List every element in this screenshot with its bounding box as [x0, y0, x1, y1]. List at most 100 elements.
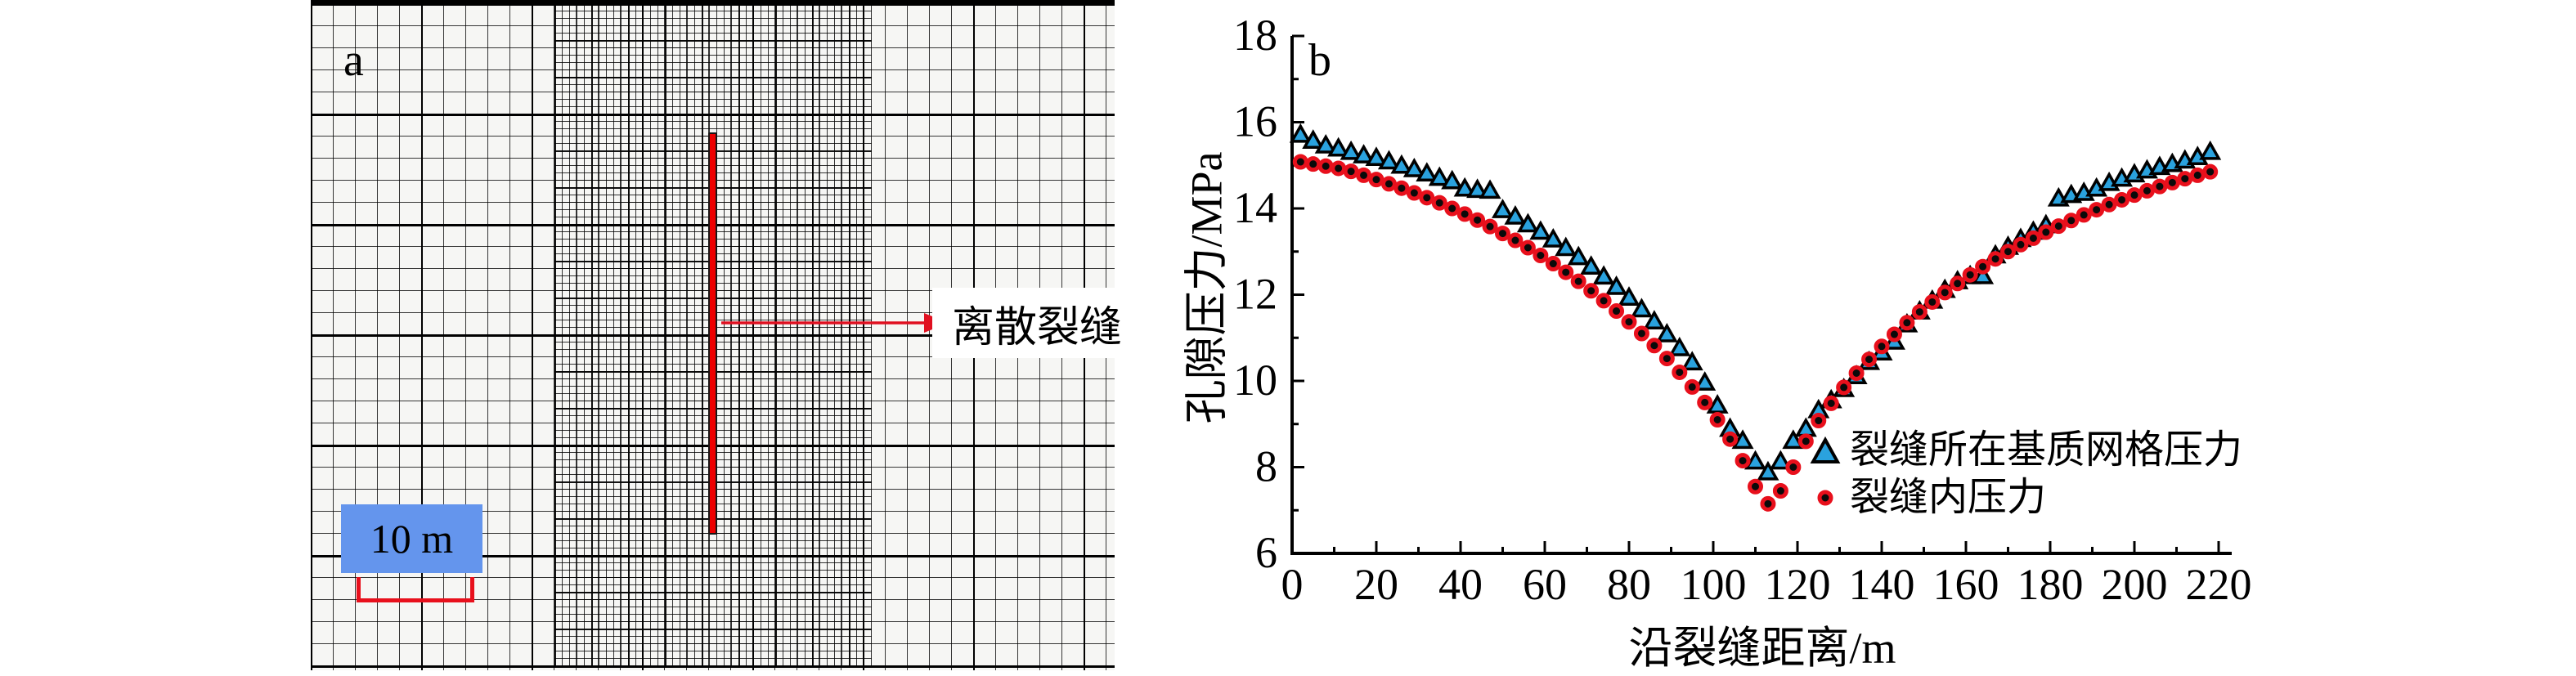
x-tick-label: 0 — [1281, 560, 1304, 609]
fracture-pressure-point — [1558, 264, 1574, 280]
fracture-line — [708, 132, 717, 535]
fracture-pressure-point — [1621, 314, 1637, 330]
fracture-pressure-point — [1861, 351, 1878, 368]
matrix-pressure-point — [1744, 450, 1767, 470]
fracture-pressure-point — [2202, 163, 2219, 180]
fracture-pressure-point — [2025, 230, 2041, 246]
x-tick-label: 20 — [1354, 560, 1398, 609]
fracture-label: 离散裂缝 — [952, 304, 1123, 351]
matrix-pressure-point — [1555, 236, 1577, 257]
matrix-pressure-point — [1655, 323, 1678, 342]
x-tick-label: 180 — [2017, 560, 2084, 609]
y-tick-label: 12 — [1233, 270, 1277, 319]
fracture-pressure-point — [2189, 167, 2206, 183]
x-tick-label: 60 — [1523, 560, 1567, 609]
fracture-pressure-point — [1735, 453, 1751, 469]
fracture-pressure-point — [1836, 379, 1852, 396]
matrix-pressure-point — [1618, 286, 1640, 306]
matrix-pressure-point — [2199, 140, 2222, 160]
matrix-pressure-point — [1529, 220, 1552, 240]
fracture-pressure-point — [2101, 196, 2117, 213]
matrix-pressure-point — [1390, 154, 1413, 174]
fracture-pressure-point — [2138, 182, 2155, 199]
matrix-pressure-point — [1592, 265, 1615, 285]
x-tick-label: 140 — [1849, 560, 1915, 609]
fracture-pressure-point — [2177, 171, 2193, 187]
y-tick-label: 16 — [1233, 97, 1277, 146]
matrix-pressure-point — [1972, 264, 1995, 284]
fracture-pressure-point — [1456, 206, 1473, 222]
fracture-pressure-point — [1533, 247, 1549, 263]
matrix-pressure-point — [1504, 205, 1527, 225]
matrix-pressure-point — [1466, 178, 1489, 199]
legend-label-fracture: 裂缝内压力 — [1850, 476, 2047, 519]
matrix-pressure-point — [1479, 179, 1501, 199]
x-tick-label: 200 — [2102, 560, 2168, 609]
fracture-pressure-point — [2038, 224, 2054, 240]
matrix-pressure-point — [1630, 298, 1653, 318]
fracture-pressure-point — [1368, 172, 1384, 188]
matrix-pressure-point — [1402, 157, 1425, 177]
fracture-pressure-point — [1886, 326, 1902, 342]
legend-item-matrix: 裂缝所在基质网格压力 — [1809, 427, 2242, 474]
scale-bracket — [357, 577, 474, 602]
fracture-pressure-point — [1823, 395, 1839, 411]
matrix-pressure-point — [1289, 123, 1312, 143]
matrix-pressure-point — [1453, 177, 1476, 197]
matrix-pressure-point — [1340, 140, 1362, 160]
fracture-pressure-point — [1317, 158, 1334, 174]
fracture-pressure-point — [1811, 413, 1827, 429]
scale-label: 10 m — [370, 516, 454, 562]
panel-a-label: a — [343, 35, 364, 86]
fracture-pressure-point — [2164, 174, 2180, 190]
x-tick-label: 40 — [1438, 560, 1483, 609]
fracture-pressure-point — [1609, 303, 1625, 320]
fracture-pressure-point — [1356, 167, 1372, 183]
fracture-pressure-point — [1292, 154, 1308, 170]
fracture-pressure-point — [1406, 185, 1422, 201]
matrix-pressure-point — [1668, 336, 1691, 356]
fracture-pressure-point — [1583, 283, 1600, 299]
fracture-pressure-point — [1331, 160, 1347, 177]
fracture-pressure-point — [1482, 218, 1498, 235]
matrix-pressure-point — [1782, 429, 1805, 450]
x-tick-label: 220 — [2186, 560, 2252, 609]
fracture-pressure-point — [1343, 163, 1359, 180]
fracture-pressure-point — [1305, 156, 1322, 172]
matrix-pressure-point — [1516, 213, 1539, 233]
fracture-pressure-point — [2013, 236, 2029, 253]
fracture-pressure-point — [1936, 284, 1953, 301]
fracture-pressure-point — [1595, 293, 1612, 309]
fracture-pressure-point — [1975, 258, 1991, 275]
y-tick-label: 18 — [1233, 11, 1277, 60]
legend: 裂缝所在基质网格压力 裂缝内压力 — [1809, 427, 2242, 522]
fracture-pressure-point — [1722, 431, 1739, 447]
y-tick-label: 6 — [1255, 528, 1277, 577]
circle-marker-icon — [1817, 490, 1833, 506]
fracture-pressure-point — [1962, 266, 1978, 283]
fracture-pressure-point — [2063, 213, 2080, 229]
fracture-pressure-point — [1924, 293, 1941, 310]
fracture-pressure-point — [1658, 351, 1675, 367]
matrix-pressure-point — [1314, 133, 1337, 154]
matrix-pressure-point — [1377, 150, 1400, 170]
matrix-pressure-point — [1428, 166, 1451, 186]
x-tick-label: 100 — [1681, 560, 1747, 609]
y-tick-label: 10 — [1233, 356, 1277, 405]
legend-item-fracture: 裂缝内压力 — [1809, 474, 2242, 522]
matrix-pressure-point — [1327, 137, 1350, 157]
fracture-pressure-point — [1785, 459, 1802, 475]
matrix-pressure-point — [1769, 450, 1792, 470]
y-tick-label: 8 — [1255, 442, 1277, 491]
matrix-pressure-point — [1365, 146, 1388, 167]
matrix-pressure-point — [1353, 144, 1376, 163]
x-tick-label: 160 — [1933, 560, 1999, 609]
fracture-pressure-point — [2126, 187, 2143, 204]
fracture-pressure-point — [1760, 495, 1776, 512]
fracture-pressure-point — [1646, 338, 1663, 354]
panel-b-label: b — [1308, 35, 1331, 86]
fracture-pressure-point — [1380, 176, 1397, 192]
fracture-pressure-point — [1519, 240, 1536, 256]
matrix-pressure-point — [1605, 275, 1628, 295]
